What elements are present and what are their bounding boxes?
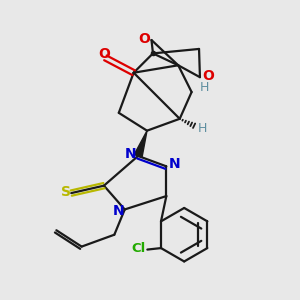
Text: N: N: [112, 204, 124, 218]
Polygon shape: [134, 131, 147, 157]
Text: O: O: [98, 47, 110, 61]
Text: H: H: [200, 81, 209, 94]
Text: N: N: [125, 147, 136, 160]
Text: N: N: [169, 157, 181, 171]
Text: H: H: [197, 122, 207, 135]
Text: O: O: [202, 69, 214, 83]
Text: S: S: [61, 185, 71, 199]
Text: O: O: [138, 32, 150, 46]
Text: Cl: Cl: [131, 242, 146, 256]
